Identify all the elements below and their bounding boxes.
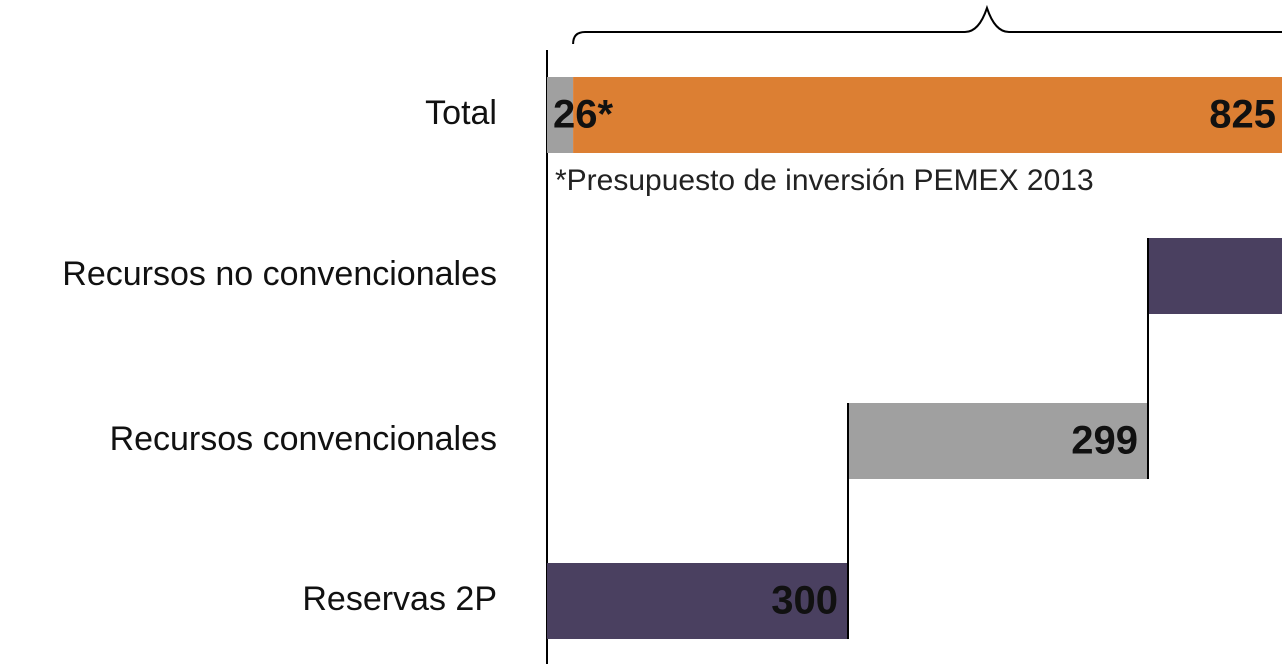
bar [848,403,1148,479]
total-segment [573,77,1282,153]
note: *Presupuesto de inversión PEMEX 2013 [555,164,1094,197]
brace [572,4,1282,45]
category-label: Total [425,94,497,132]
value-label: 299 [1071,419,1138,463]
value-label: 825 [1209,93,1276,137]
category-label: Recursos convencionales [110,420,497,458]
bar [1147,238,1282,314]
category-label: Reservas 2P [302,580,497,618]
total-segment [547,77,574,153]
category-label: Recursos no convencionales [62,255,497,293]
value-label: 26* [553,93,613,137]
value-label: 300 [771,579,838,623]
bar [547,563,848,639]
